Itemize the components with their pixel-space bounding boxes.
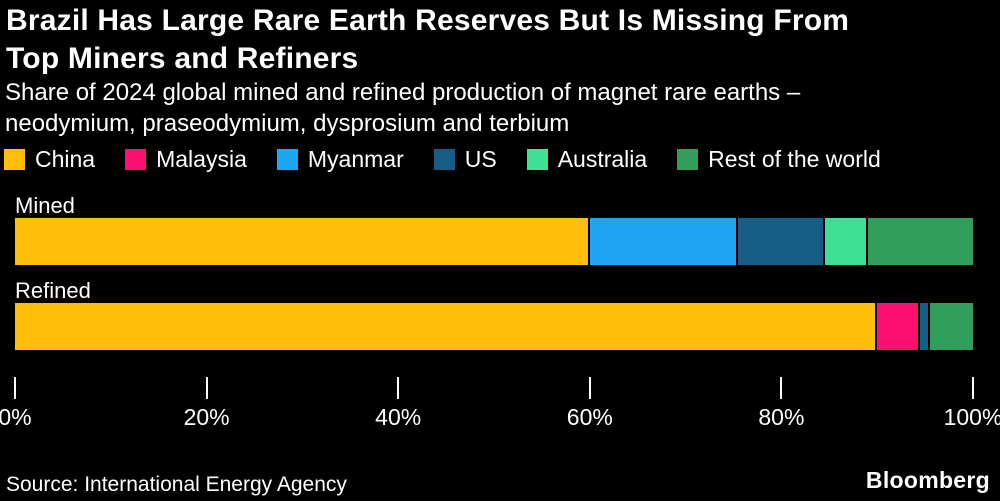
legend-swatch-china (4, 149, 25, 170)
segment-mined-china (15, 218, 590, 265)
segment-mined-australia (824, 218, 868, 265)
legend-item-us: US (433, 146, 497, 173)
segment-mined-myanmar (589, 218, 739, 265)
legend-swatch-us (433, 149, 455, 170)
legend-item-australia: Australia (526, 146, 648, 173)
bar-refined (15, 303, 973, 350)
legend-swatch-myanmar (276, 149, 298, 170)
axis-tick-80 (780, 377, 783, 399)
chart-title: Brazil Has Large Rare Earth Reserves But… (6, 2, 849, 78)
segment-refined-rest-of-the-world (929, 303, 973, 350)
legend-item-china: China (4, 146, 95, 173)
x-axis: 0% 20% 40% 60% 80% 100% (0, 377, 1000, 437)
axis-tick-label-80: 80% (758, 404, 805, 430)
legend: China Malaysia Myanmar US Australia Rest of t… (4, 146, 881, 173)
bar-label-mined: Mined (15, 193, 75, 218)
legend-swatch-malaysia (125, 149, 147, 170)
segment-refined-malaysia (877, 303, 921, 350)
chart-subtitle-line2: neodymium, praseodymium, dysprosium and … (5, 110, 570, 137)
segment-refined-us (920, 303, 930, 350)
legend-label: Malaysia (156, 146, 247, 172)
axis-tick-label-100: 100% (943, 404, 1000, 430)
legend-item-myanmar: Myanmar (276, 146, 404, 173)
legend-label: Rest of the world (708, 146, 881, 172)
legend-item-rest-of-the-world: Rest of the world (677, 146, 881, 173)
chart-subtitle: Share of 2024 global mined and refined p… (5, 77, 800, 139)
axis-tick-0 (14, 377, 16, 399)
axis-tick-label-40: 40% (375, 404, 422, 430)
chart-title-line1: Brazil Has Large Rare Earth Reserves But… (6, 4, 850, 37)
segment-mined-rest-of-the-world (867, 218, 973, 265)
axis-tick-20 (205, 377, 208, 399)
segment-refined-china (15, 303, 878, 350)
legend-label: China (35, 146, 96, 172)
axis-tick-label-20: 20% (183, 404, 230, 430)
bloomberg-logo: Bloomberg (865, 467, 990, 493)
chart-title-line2: Top Miners and Refiners (6, 42, 359, 75)
segment-mined-us (738, 218, 825, 265)
legend-swatch-australia (526, 149, 548, 170)
bar-mined (15, 218, 973, 265)
bar-label-refined: Refined (15, 278, 91, 303)
axis-tick-100 (972, 377, 974, 399)
legend-label: Myanmar (307, 146, 404, 172)
source-text: Source: International Energy Agency (6, 473, 347, 496)
axis-tick-label-0: 0% (0, 404, 32, 430)
legend-label: US (464, 146, 497, 172)
legend-label: Australia (557, 146, 648, 172)
axis-tick-60 (588, 377, 591, 399)
axis-tick-label-60: 60% (566, 404, 613, 430)
chart-subtitle-line1: Share of 2024 global mined and refined p… (5, 79, 801, 106)
legend-swatch-rest-of-the-world (677, 149, 699, 170)
legend-item-malaysia: Malaysia (125, 146, 247, 173)
axis-tick-40 (397, 377, 400, 399)
